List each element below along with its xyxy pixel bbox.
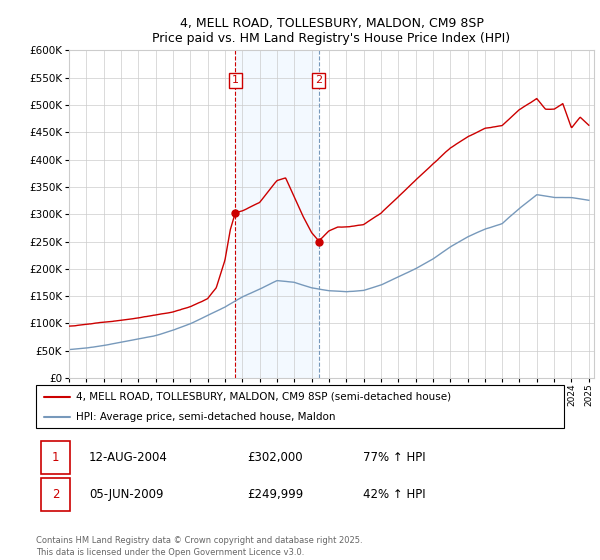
Text: 77% ↑ HPI: 77% ↑ HPI [364, 451, 426, 464]
Text: 2: 2 [52, 488, 59, 501]
FancyBboxPatch shape [41, 478, 70, 511]
Text: 12-AUG-2004: 12-AUG-2004 [89, 451, 167, 464]
Text: £249,999: £249,999 [247, 488, 304, 501]
FancyBboxPatch shape [41, 441, 70, 474]
Text: HPI: Average price, semi-detached house, Maldon: HPI: Average price, semi-detached house,… [76, 412, 335, 422]
Text: £302,000: £302,000 [247, 451, 303, 464]
Bar [235, 50, 319, 378]
Text: Contains HM Land Registry data © Crown copyright and database right 2025.
This d: Contains HM Land Registry data © Crown c… [36, 536, 362, 557]
Text: 2: 2 [315, 76, 322, 86]
Text: 42% ↑ HPI: 42% ↑ HPI [364, 488, 426, 501]
Text: 1: 1 [232, 76, 239, 86]
Text: 4, MELL ROAD, TOLLESBURY, MALDON, CM9 8SP (semi-detached house): 4, MELL ROAD, TOLLESBURY, MALDON, CM9 8S… [76, 391, 451, 402]
Title: 4, MELL ROAD, TOLLESBURY, MALDON, CM9 8SP
Price paid vs. HM Land Registry's Hous: 4, MELL ROAD, TOLLESBURY, MALDON, CM9 8S… [152, 17, 511, 45]
FancyBboxPatch shape [36, 385, 564, 428]
Text: 1: 1 [52, 451, 59, 464]
Text: 05-JUN-2009: 05-JUN-2009 [89, 488, 163, 501]
